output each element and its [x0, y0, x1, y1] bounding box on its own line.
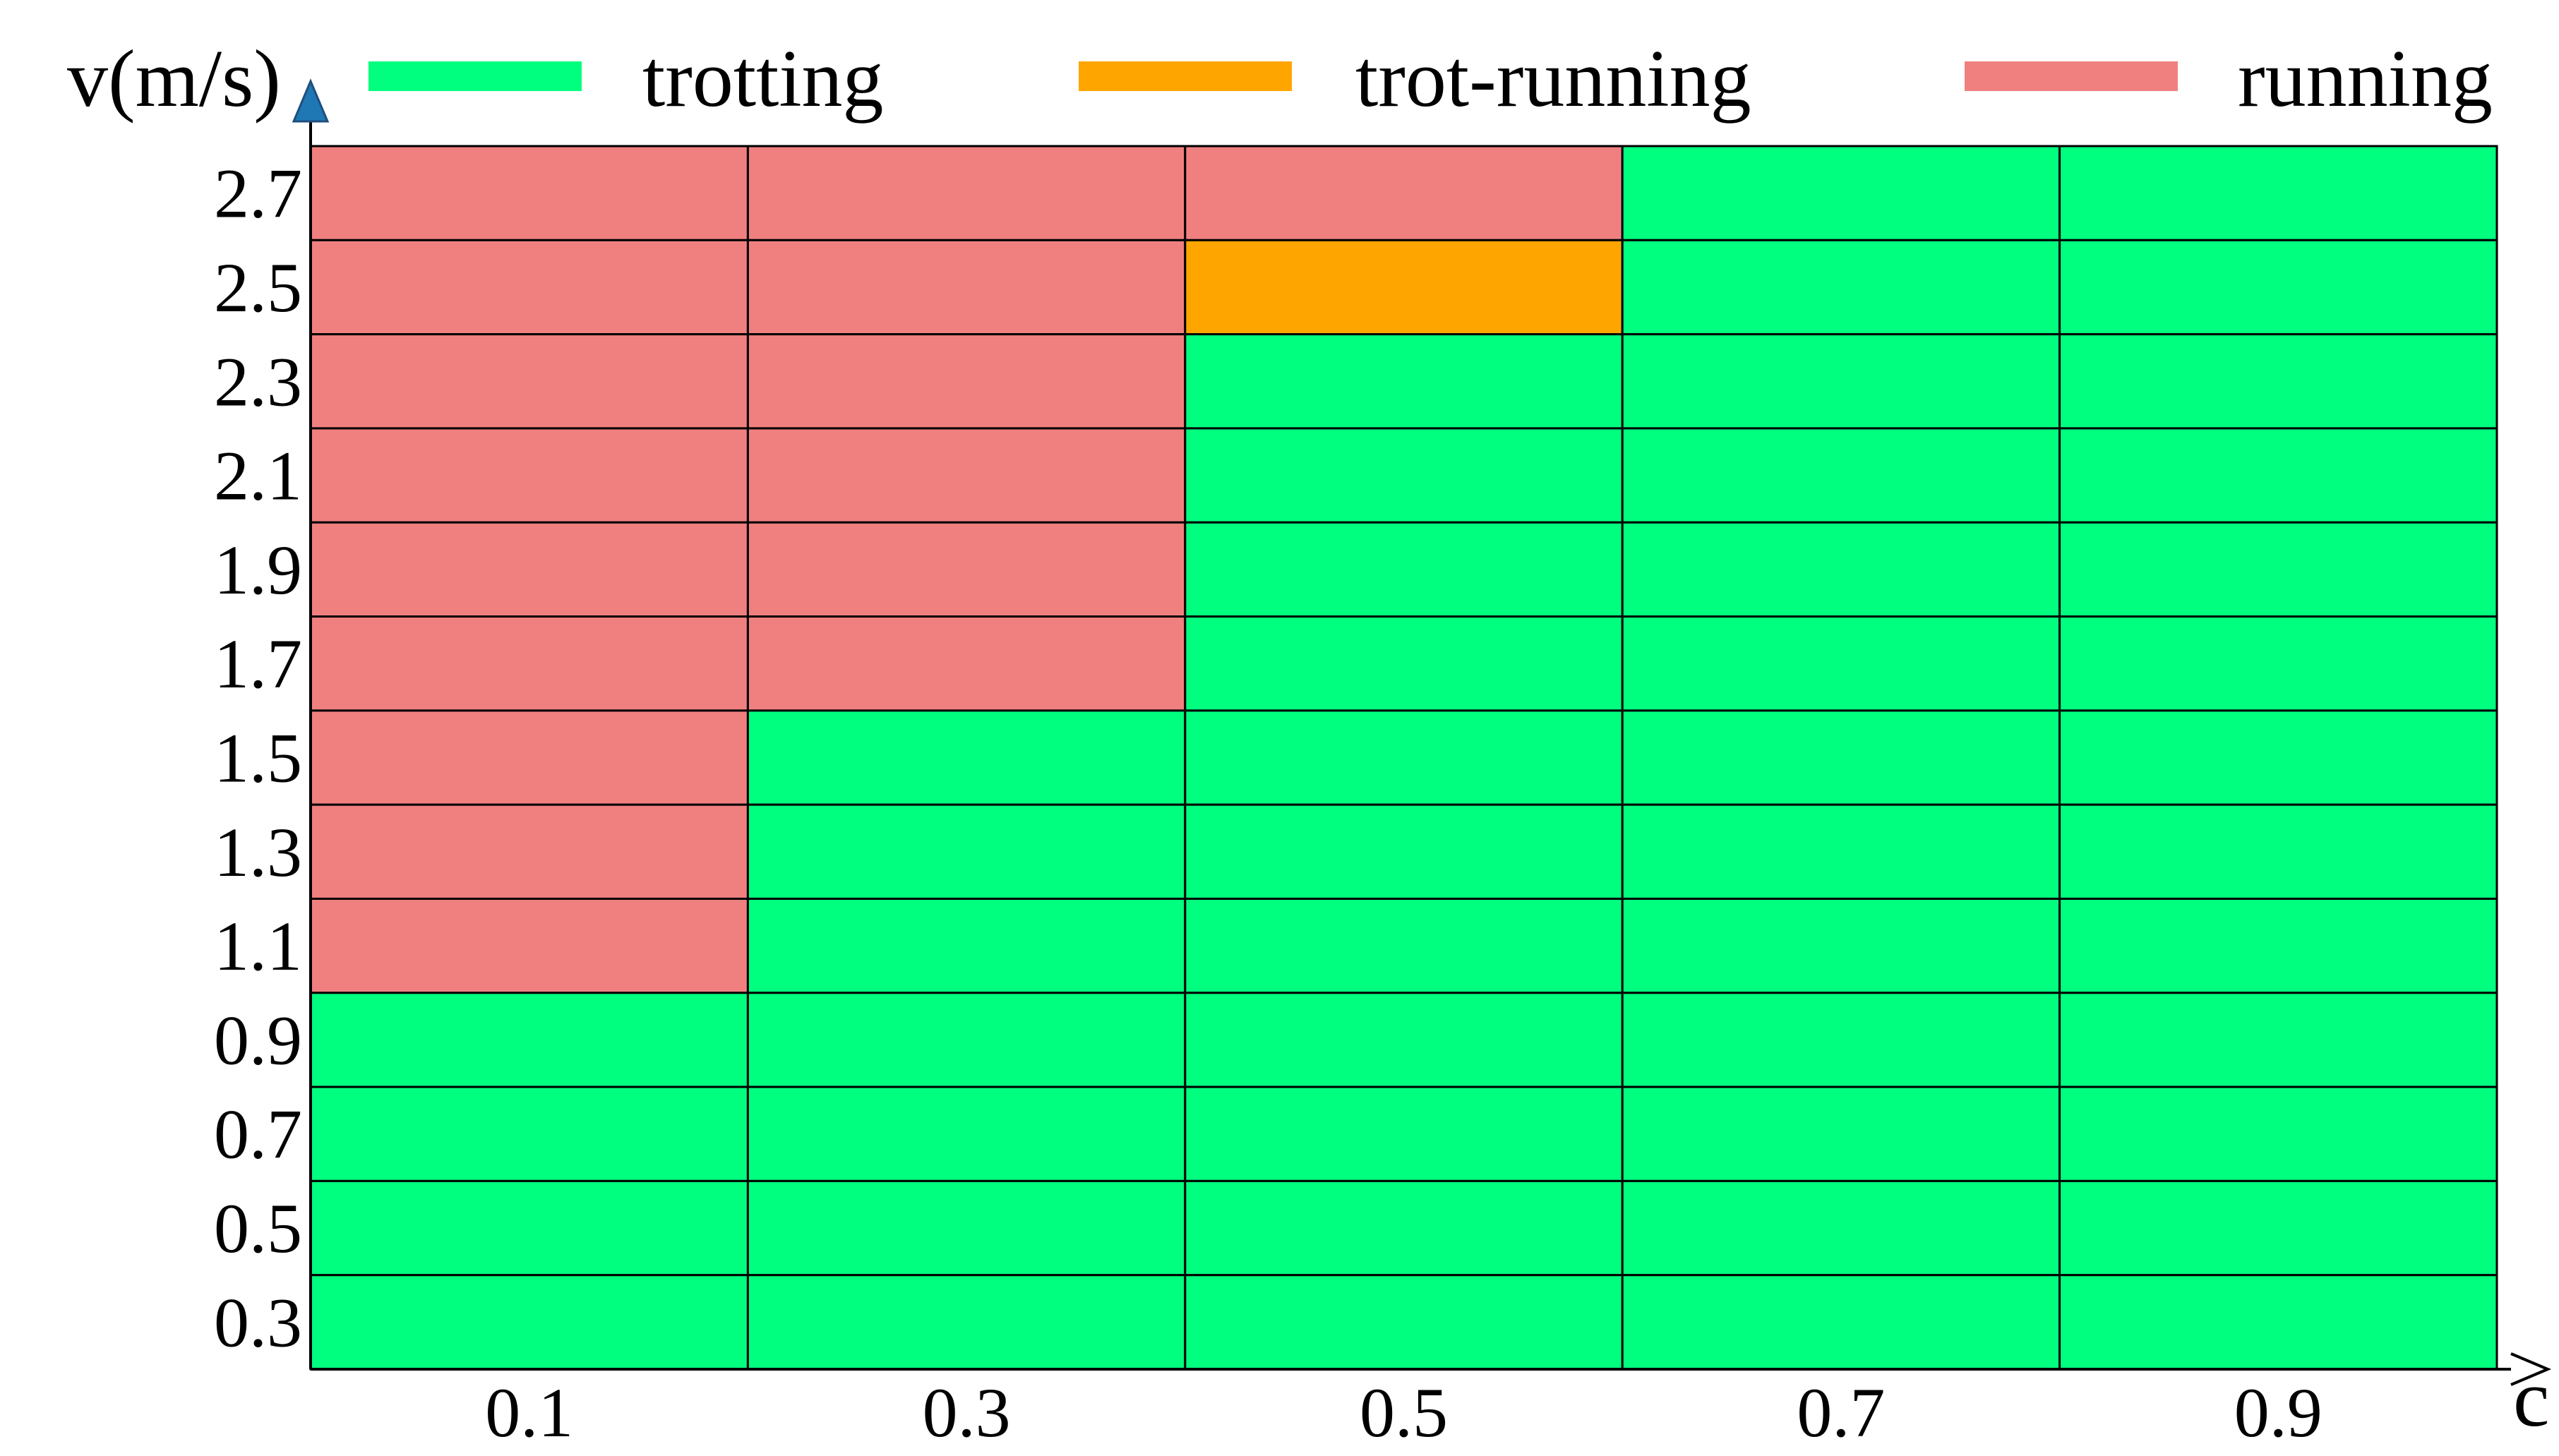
heatmap-cell	[1184, 333, 1624, 430]
heatmap-cell	[2058, 803, 2498, 900]
x-axis-label: c	[2513, 1354, 2550, 1444]
y-tick-label: 2.1	[214, 437, 302, 515]
heatmap-cell	[309, 1085, 749, 1182]
heatmap-cell	[746, 145, 1187, 241]
heatmap-cell	[1184, 992, 1624, 1088]
heatmap-cell	[1621, 145, 2061, 241]
heatmap-cell	[2058, 615, 2498, 712]
heatmap-cell	[2058, 1274, 2498, 1371]
legend: trotting trot-running running	[368, 34, 2493, 124]
heatmap-cell	[746, 992, 1187, 1088]
x-tick-labels: 0.1 0.3 0.5 0.7 0.9	[485, 1373, 2323, 1452]
heatmap-cell	[309, 1179, 749, 1277]
heatmap-cell	[746, 333, 1187, 430]
heatmap-cell	[1184, 1179, 1624, 1277]
heatmap-cell	[309, 615, 749, 712]
legend-swatch	[1965, 61, 2178, 91]
heatmap-cell	[1184, 1274, 1624, 1371]
heatmap-cell	[1184, 1085, 1624, 1182]
heatmap-cell	[2058, 897, 2498, 994]
heatmap-cells	[309, 145, 2498, 1371]
legend-label: running	[2238, 34, 2493, 124]
heatmap-cell	[1621, 521, 2061, 618]
y-tick-label: 2.5	[214, 248, 302, 327]
heatmap-cell	[1621, 897, 2061, 994]
heatmap-cell	[1184, 709, 1624, 806]
heatmap-cell	[1184, 897, 1624, 994]
x-tick-label: 0.7	[1797, 1373, 1885, 1452]
heatmap-cell	[746, 1179, 1187, 1277]
heatmap-cell	[1184, 427, 1624, 524]
heatmap-cell	[309, 333, 749, 430]
heatmap-cell	[309, 803, 749, 900]
heatmap-cell	[2058, 333, 2498, 430]
y-tick-label: 1.9	[214, 531, 302, 609]
heatmap-cell	[746, 803, 1187, 900]
y-tick-label: 2.3	[214, 342, 302, 421]
heatmap-cell	[1184, 521, 1624, 618]
heatmap-cell	[2058, 1085, 2498, 1182]
heatmap-cell	[1184, 239, 1624, 336]
heatmap-cell	[1621, 239, 2061, 336]
heatmap-cell	[2058, 239, 2498, 336]
heatmap-cell	[746, 427, 1187, 524]
y-axis-label: v(m/s)	[67, 34, 281, 124]
heatmap-cell	[2058, 992, 2498, 1088]
heatmap-cell	[309, 521, 749, 618]
heatmap-cell	[1621, 992, 2061, 1088]
heatmap-cell	[1621, 427, 2061, 524]
x-tick-label: 0.9	[2234, 1373, 2323, 1452]
heatmap-cell	[309, 897, 749, 994]
y-tick-label: 0.9	[214, 1001, 302, 1079]
heatmap-cell	[746, 239, 1187, 336]
heatmap-cell	[1621, 1085, 2061, 1182]
heatmap-cell	[746, 897, 1187, 994]
heatmap-cell	[1184, 615, 1624, 712]
heatmap-cell	[309, 239, 749, 336]
legend-swatch	[368, 61, 582, 91]
y-tick-label: 1.7	[214, 625, 302, 703]
heatmap-cell	[1621, 1274, 2061, 1371]
heatmap-cell	[309, 1274, 749, 1371]
heatmap-cell	[746, 1274, 1187, 1371]
heatmap-cell	[309, 709, 749, 806]
heatmap-cell	[1184, 803, 1624, 900]
heatmap-cell	[1621, 709, 2061, 806]
y-axis-arrow	[292, 78, 330, 123]
heatmap-cell	[2058, 521, 2498, 618]
legend-label: trotting	[642, 34, 884, 124]
y-tick-label: 1.5	[214, 719, 302, 798]
heatmap-cell	[2058, 427, 2498, 524]
heatmap-cell	[2058, 1179, 2498, 1277]
y-tick-label: 0.3	[214, 1283, 302, 1361]
heatmap-cell	[309, 992, 749, 1088]
y-tick-label: 2.7	[214, 155, 302, 233]
legend-label: trot-running	[1355, 34, 1751, 124]
heatmap-cell	[309, 427, 749, 524]
heatmap-cell	[746, 1085, 1187, 1182]
heatmap-cell	[1621, 615, 2061, 712]
x-tick-label: 0.1	[485, 1373, 573, 1452]
heatmap-cell	[1621, 333, 2061, 430]
heatmap-cell	[1184, 145, 1624, 241]
y-tick-label: 0.7	[214, 1095, 302, 1174]
heatmap-cell	[2058, 709, 2498, 806]
y-tick-label: 0.5	[214, 1189, 302, 1268]
y-tick-labels: 2.7 2.5 2.3 2.1 1.9 1.7 1.5 1.3 1.1 0.9 0.7 0.5 0.3	[214, 155, 302, 1362]
heatmap-cell	[1621, 803, 2061, 900]
x-tick-label: 0.5	[1360, 1373, 1448, 1452]
heatmap-cell	[2058, 145, 2498, 241]
heatmap-cell	[746, 521, 1187, 618]
axes	[292, 78, 2552, 1386]
heatmap-cell	[1621, 1179, 2061, 1277]
y-tick-label: 1.1	[214, 907, 302, 985]
legend-swatch	[1079, 61, 1292, 91]
heatmap-cell	[746, 709, 1187, 806]
y-tick-label: 1.3	[214, 813, 302, 891]
x-tick-label: 0.3	[923, 1373, 1011, 1452]
heatmap-cell	[309, 145, 749, 241]
x-axis-arrow	[2510, 1352, 2552, 1386]
heatmap-cell	[746, 615, 1187, 712]
